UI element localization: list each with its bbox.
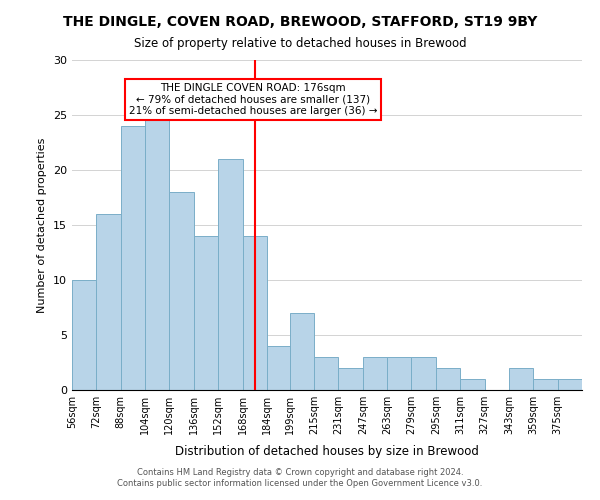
Bar: [338, 368, 363, 390]
Text: Size of property relative to detached houses in Brewood: Size of property relative to detached ho…: [134, 38, 466, 51]
Bar: [194, 236, 218, 390]
Bar: [533, 379, 557, 390]
Bar: [169, 192, 194, 390]
Bar: [72, 280, 97, 390]
Bar: [145, 115, 169, 390]
Text: THE DINGLE, COVEN ROAD, BREWOOD, STAFFORD, ST19 9BY: THE DINGLE, COVEN ROAD, BREWOOD, STAFFOR…: [63, 15, 537, 29]
Bar: [218, 159, 242, 390]
Text: THE DINGLE COVEN ROAD: 176sqm
← 79% of detached houses are smaller (137)
21% of : THE DINGLE COVEN ROAD: 176sqm ← 79% of d…: [129, 83, 377, 116]
Bar: [412, 357, 436, 390]
Bar: [363, 357, 387, 390]
Text: Contains HM Land Registry data © Crown copyright and database right 2024.
Contai: Contains HM Land Registry data © Crown c…: [118, 468, 482, 487]
Bar: [387, 357, 412, 390]
Bar: [557, 379, 582, 390]
Bar: [97, 214, 121, 390]
Bar: [290, 313, 314, 390]
Y-axis label: Number of detached properties: Number of detached properties: [37, 138, 47, 312]
Bar: [267, 346, 290, 390]
X-axis label: Distribution of detached houses by size in Brewood: Distribution of detached houses by size …: [175, 446, 479, 458]
Bar: [436, 368, 460, 390]
Bar: [121, 126, 145, 390]
Bar: [314, 357, 338, 390]
Bar: [509, 368, 533, 390]
Bar: [460, 379, 485, 390]
Bar: [242, 236, 267, 390]
